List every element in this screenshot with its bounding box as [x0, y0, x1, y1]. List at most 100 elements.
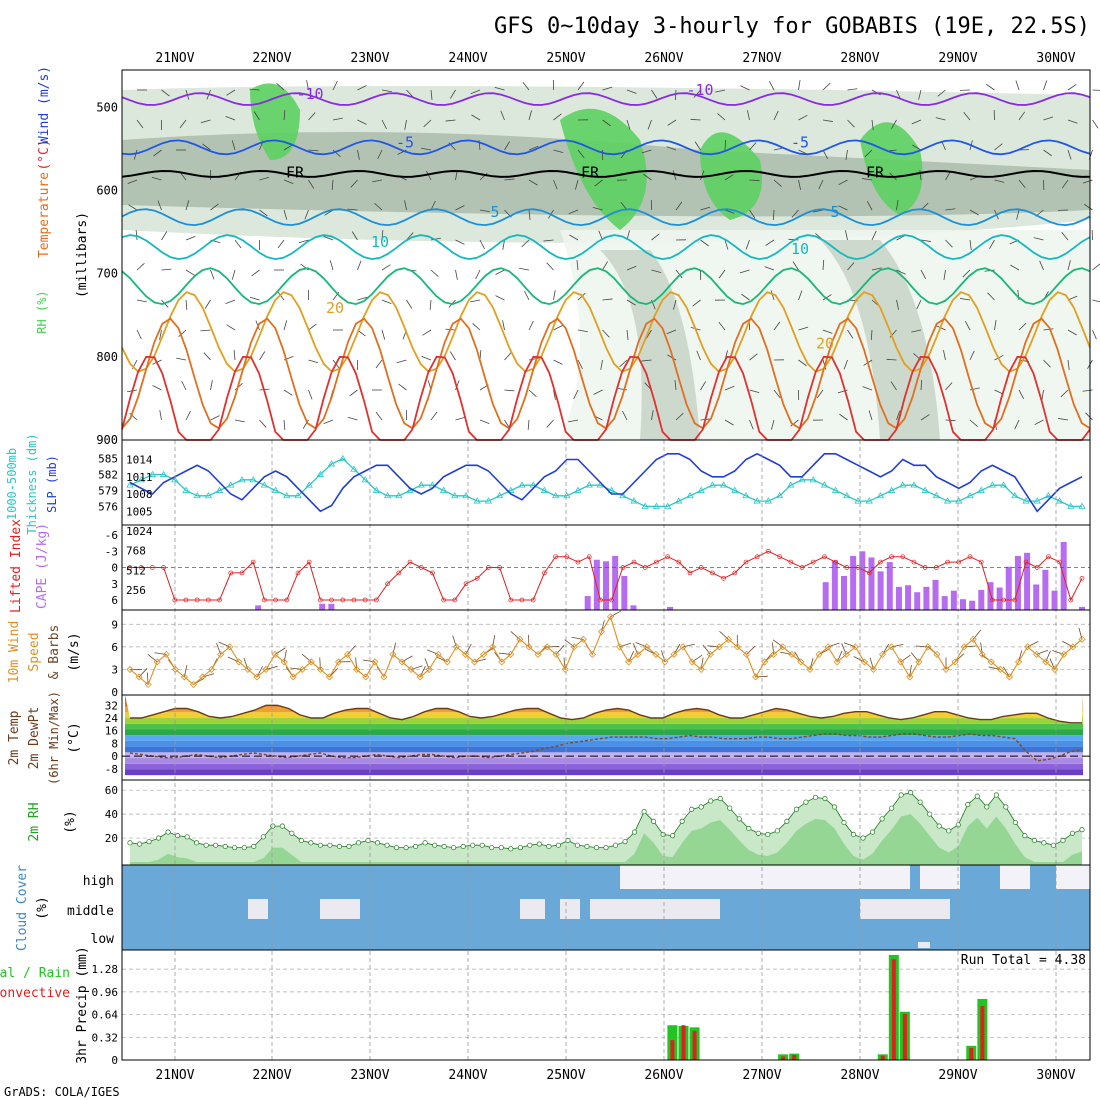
rh-point	[746, 825, 752, 832]
contour-label: FR	[286, 163, 305, 181]
rh-point	[660, 831, 666, 838]
wind-speed-point	[135, 673, 143, 681]
thickness-point	[417, 481, 425, 488]
wind-barb	[290, 667, 303, 670]
wind-barb	[1060, 389, 1069, 398]
wind-barb	[715, 89, 726, 93]
lifted-index-point	[542, 570, 547, 576]
wind-speed-point	[1060, 650, 1068, 658]
cape-bar	[923, 586, 930, 610]
wind-barb	[308, 149, 319, 152]
wind-speed-point	[561, 665, 569, 673]
panel-frames	[121, 69, 1091, 1061]
cape-bar	[630, 605, 637, 610]
wind-barb	[920, 239, 931, 242]
pressure-tick: 900	[96, 433, 118, 447]
wind-barb	[1052, 650, 1064, 655]
thickness-point	[742, 491, 750, 499]
wind-barb	[161, 89, 170, 97]
day-label-top: 24NOV	[448, 51, 487, 66]
rh-point	[641, 809, 647, 815]
contour-label: 10	[371, 233, 389, 251]
thickness-point	[305, 481, 313, 488]
wind-barb	[398, 383, 407, 391]
wind-barb	[1082, 389, 1093, 392]
wind-barb	[845, 230, 848, 241]
lifted-index-point	[486, 565, 491, 570]
wind-barb	[891, 643, 904, 648]
thickness-point	[159, 470, 168, 477]
wind-barb	[225, 299, 236, 304]
wind-label: Wind (m/s)	[37, 66, 52, 144]
thickness-point	[551, 491, 560, 499]
wind-barb	[553, 149, 564, 153]
thickness-point	[921, 486, 929, 493]
wind-barb	[675, 201, 683, 211]
mid-cloud-block	[320, 899, 360, 919]
wind-10m-panel: 9 6 3 0	[111, 610, 1090, 699]
wind-barb	[470, 299, 481, 303]
wind-barb	[718, 269, 726, 279]
lifted-index-point	[396, 570, 402, 576]
wind-barb	[912, 144, 922, 151]
wind-barb	[771, 419, 775, 430]
rh-point	[793, 806, 799, 812]
lifted-index-point	[777, 554, 782, 560]
wind-speed-line	[129, 615, 1083, 686]
lifted-index-point	[922, 565, 928, 570]
wind-barb	[392, 642, 397, 655]
rh2m-label: 2m RH	[27, 802, 42, 841]
dewpoint2m-label: 2m DewPt	[27, 707, 42, 770]
wind-barb	[323, 419, 334, 424]
thickness-point	[831, 486, 840, 493]
wind-speed-point	[289, 673, 297, 681]
wind-barb	[828, 642, 840, 648]
rh-point	[1069, 830, 1076, 836]
wind-barb	[357, 85, 367, 91]
temp-tick: -8	[105, 763, 118, 776]
rh-point	[1022, 833, 1028, 839]
wind-barb	[450, 89, 456, 99]
wind-barb	[619, 642, 632, 648]
pressure-tick: 600	[96, 184, 118, 198]
wind-barb	[740, 85, 750, 91]
wind-speed-point	[1014, 658, 1023, 666]
wind-barb	[891, 119, 897, 129]
wind-barb	[283, 320, 288, 331]
rh-point	[270, 823, 276, 829]
wind-speed-point	[742, 650, 751, 658]
rh-point	[1012, 819, 1018, 826]
cloud-level-label: middle	[67, 904, 114, 919]
wind-barb	[988, 666, 1001, 670]
rh-point	[241, 845, 247, 851]
thickness-point	[473, 497, 481, 504]
wind-barb	[651, 269, 662, 273]
wind-barb	[553, 325, 563, 331]
wind-barb	[818, 179, 824, 190]
contour-label: 20	[816, 335, 834, 353]
wind-barb	[259, 209, 268, 217]
thickness-point	[955, 497, 963, 504]
wind-barb	[135, 230, 138, 241]
wind-tick: 0	[111, 686, 118, 699]
wind-barb	[357, 149, 360, 160]
cape-bar	[1024, 552, 1031, 610]
rh-point	[384, 842, 390, 848]
wind-barb	[429, 299, 432, 310]
wind-barb	[546, 419, 554, 428]
mid-cloud-block	[590, 899, 720, 919]
high-cloud-block	[1056, 865, 1090, 889]
wind-speed-point	[334, 658, 343, 666]
rh-point	[298, 837, 304, 844]
thickness-point	[675, 497, 683, 504]
wind-speed-point	[888, 643, 896, 651]
day-label-top: 30NOV	[1036, 51, 1075, 66]
wind-barb	[277, 239, 285, 249]
wind-barb	[749, 179, 760, 182]
wind-speed-point	[470, 658, 479, 666]
lifted-index-point	[788, 559, 794, 565]
wind-speed-point	[679, 643, 687, 651]
temp-color-band	[125, 729, 1083, 736]
rh-point	[736, 816, 742, 822]
lifted-index-point	[239, 570, 245, 576]
